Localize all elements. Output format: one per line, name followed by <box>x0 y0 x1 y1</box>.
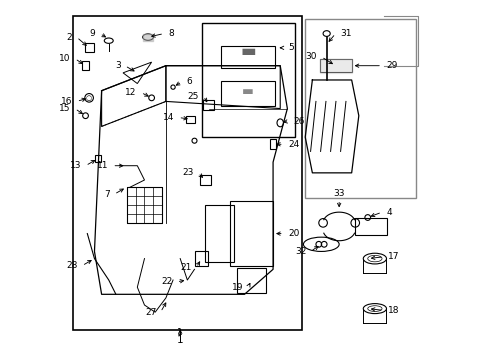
Bar <box>201 23 294 137</box>
Bar <box>203 100 214 110</box>
Bar <box>186 116 195 123</box>
Text: ▬: ▬ <box>240 42 255 60</box>
Text: 9: 9 <box>90 29 95 38</box>
Text: 28: 28 <box>66 261 78 270</box>
Text: ○: ○ <box>86 95 92 101</box>
Text: 2: 2 <box>66 33 72 42</box>
Text: 10: 10 <box>59 54 70 63</box>
Text: 12: 12 <box>125 88 136 97</box>
Bar <box>221 46 274 68</box>
Text: 11: 11 <box>96 161 108 170</box>
Bar <box>195 251 207 266</box>
Bar <box>221 81 274 106</box>
Text: 33: 33 <box>333 189 344 198</box>
Text: 24: 24 <box>287 140 299 149</box>
Text: 32: 32 <box>294 247 305 256</box>
Bar <box>95 155 101 162</box>
Text: 31: 31 <box>339 29 351 38</box>
Text: 8: 8 <box>168 29 174 38</box>
Bar <box>305 19 415 198</box>
Text: 7: 7 <box>104 190 110 199</box>
Text: 21: 21 <box>180 263 192 272</box>
Bar <box>200 175 210 185</box>
Text: 25: 25 <box>187 91 199 100</box>
Bar <box>230 202 272 266</box>
Bar <box>319 59 351 72</box>
Bar <box>73 16 301 330</box>
Bar <box>126 187 162 223</box>
Text: 18: 18 <box>387 306 399 315</box>
Bar <box>237 267 265 293</box>
Bar <box>354 218 386 235</box>
Text: 15: 15 <box>59 104 70 113</box>
Bar <box>205 205 233 262</box>
Text: 26: 26 <box>293 117 304 126</box>
Text: 22: 22 <box>161 277 172 286</box>
Text: 6: 6 <box>186 77 192 86</box>
Text: 3: 3 <box>115 61 121 70</box>
Text: 17: 17 <box>387 252 399 261</box>
Text: 1: 1 <box>177 328 183 337</box>
Text: 16: 16 <box>61 97 72 106</box>
Text: 29: 29 <box>386 61 397 70</box>
Text: 27: 27 <box>144 308 156 317</box>
Bar <box>82 61 88 70</box>
Text: 4: 4 <box>386 208 391 217</box>
Text: 19: 19 <box>232 283 244 292</box>
Text: 13: 13 <box>70 161 81 170</box>
Text: 23: 23 <box>182 168 193 177</box>
Bar <box>269 139 276 149</box>
Text: ▬: ▬ <box>242 85 253 98</box>
Text: 14: 14 <box>163 113 174 122</box>
Bar <box>84 43 93 52</box>
Text: 30: 30 <box>305 52 316 61</box>
Text: 20: 20 <box>287 229 299 238</box>
Text: 1: 1 <box>177 335 183 345</box>
Text: 5: 5 <box>287 43 293 52</box>
